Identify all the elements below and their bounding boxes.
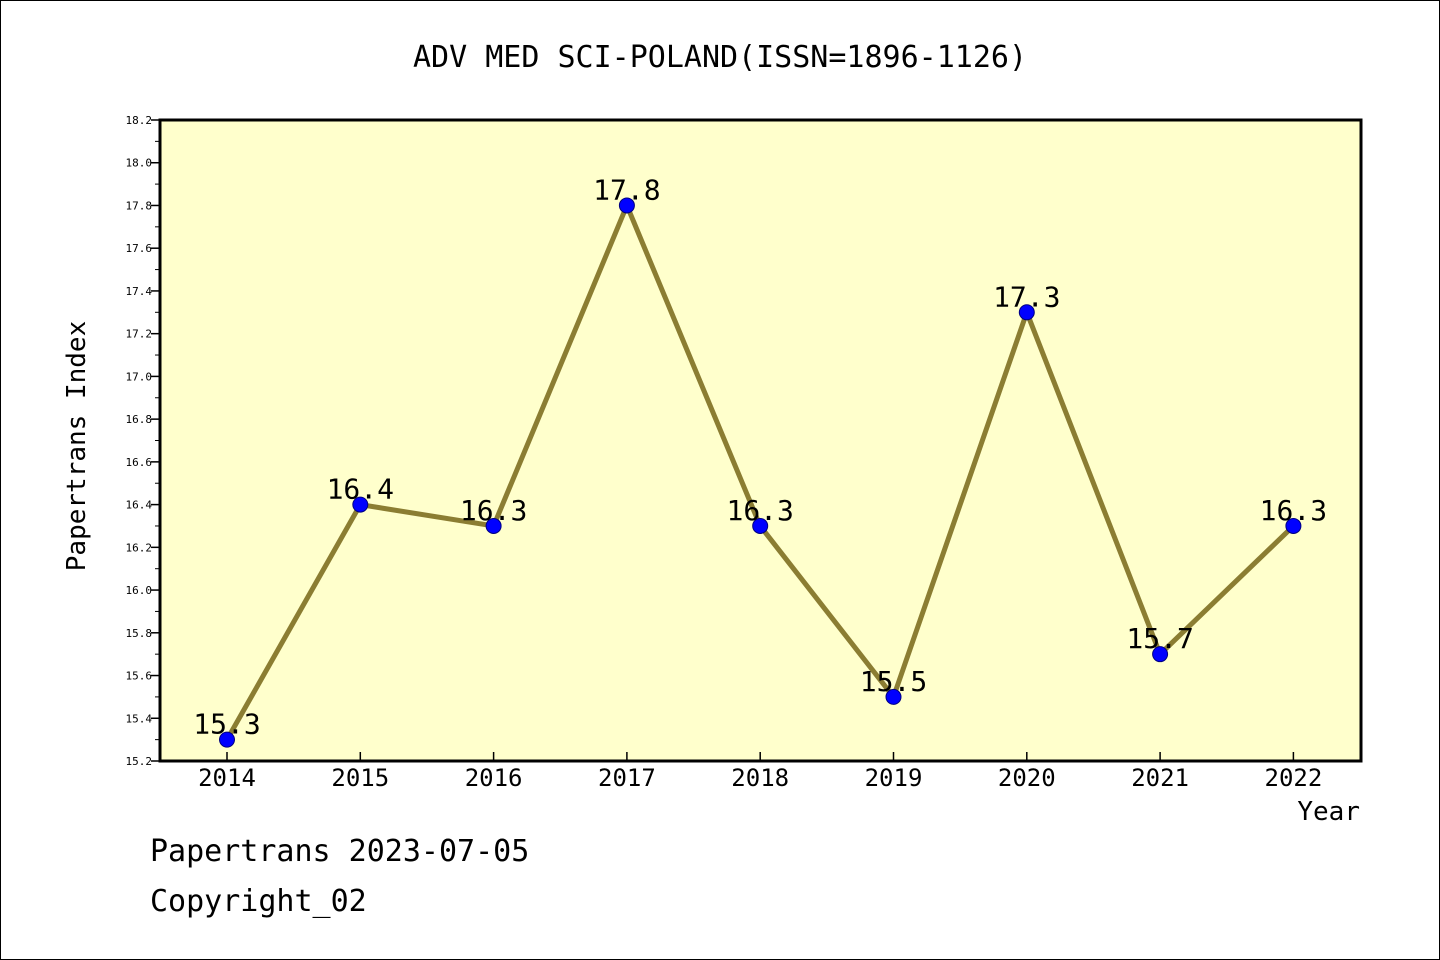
x-tick-label: 2016 <box>465 764 523 792</box>
plot-area <box>158 118 1363 763</box>
y-tick-label: 17.0 <box>126 370 153 383</box>
x-tick-label: 2014 <box>198 764 256 792</box>
y-axis-label: Papertrans Index <box>62 321 92 571</box>
data-label: 16.3 <box>726 494 793 527</box>
data-point <box>885 688 902 705</box>
data-point <box>1285 517 1302 534</box>
x-tick-label: 2018 <box>731 764 789 792</box>
x-axis-label: Year <box>1297 797 1360 827</box>
footer-copyright: Copyright_02 <box>150 884 367 919</box>
data-labels: 15.3 16.4 16.3 17.8 16.3 15.5 17.3 15.7 16.3 <box>193 173 1327 740</box>
data-label: 17.3 <box>993 280 1060 313</box>
data-point <box>618 197 635 214</box>
data-point <box>219 731 235 748</box>
data-label: 15.7 <box>1126 622 1193 655</box>
data-label: 15.3 <box>193 708 260 741</box>
x-tick-label: 2019 <box>865 764 923 792</box>
y-tick-label: 15.6 <box>126 670 153 683</box>
y-tick-label: 18.0 <box>126 157 153 170</box>
x-tick-label: 2017 <box>598 764 656 792</box>
y-tick-label: 17.8 <box>126 199 153 212</box>
data-points <box>219 197 1302 748</box>
y-tick-label: 17.2 <box>126 328 153 341</box>
y-tick-label: 16.6 <box>126 456 153 469</box>
chart-title: ADV MED SCI-POLAND(ISSN=1896-1126) <box>413 40 1027 75</box>
data-label: 16.3 <box>1260 494 1327 527</box>
y-tick-label: 16.4 <box>126 499 153 512</box>
x-tick-label: 2021 <box>1131 764 1189 792</box>
x-tick-label: 2022 <box>1265 764 1323 792</box>
y-tick-label: 16.8 <box>126 413 153 426</box>
y-axis-ticks: 15.2 15.4 15.6 15.8 16.0 16.2 16.4 16.6 16.8 17.0… <box>126 114 160 768</box>
data-point <box>752 517 769 534</box>
data-label: 15.5 <box>860 665 927 698</box>
y-tick-label: 15.8 <box>126 627 153 640</box>
y-tick-label: 15.2 <box>126 755 153 768</box>
data-label: 16.4 <box>327 473 394 506</box>
y-tick-label: 17.4 <box>126 285 153 298</box>
x-tick-label: 2015 <box>331 764 389 792</box>
y-tick-label: 15.4 <box>126 712 153 725</box>
x-tick-label: 2020 <box>998 764 1056 792</box>
y-tick-label: 17.6 <box>126 242 153 255</box>
x-axis-ticks: 2014 2015 2016 2017 2018 2019 2020 2021 2022 <box>198 752 1322 792</box>
data-point <box>1018 304 1035 321</box>
y-tick-label: 16.2 <box>126 541 153 554</box>
data-point <box>1152 646 1169 663</box>
data-label: 16.3 <box>460 494 527 527</box>
footer-date: Papertrans 2023-07-05 <box>150 834 530 869</box>
data-point <box>352 496 369 513</box>
y-tick-label: 16.0 <box>126 584 153 597</box>
y-tick-label: 18.2 <box>126 114 153 127</box>
data-label: 17.8 <box>593 173 660 206</box>
data-point <box>485 517 502 534</box>
